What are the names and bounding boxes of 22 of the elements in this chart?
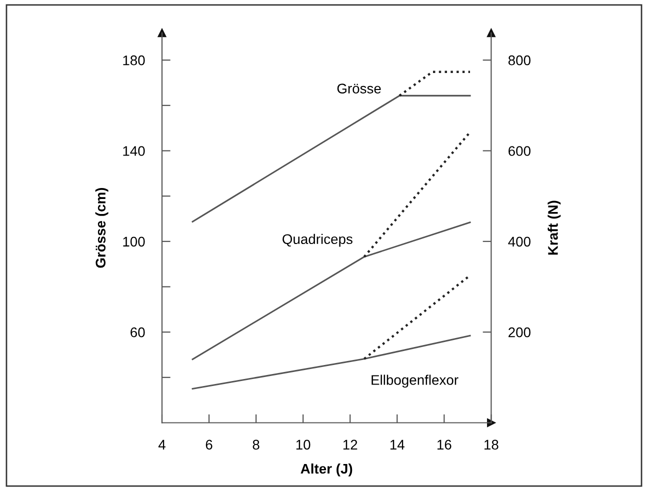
x-tick-label: 8	[252, 440, 260, 450]
x-tick-label: 16	[437, 440, 452, 450]
x-tick-label: 14	[390, 440, 404, 450]
y-tick-label: 140	[123, 146, 145, 156]
y2-axis-title: Kraft (N)	[548, 200, 561, 255]
y-tick-label: 180	[123, 55, 145, 66]
y-tick-label: 60	[130, 327, 145, 338]
x-tick-label: 6	[206, 440, 212, 450]
y2-tick-label: 200	[508, 327, 530, 338]
series-label: Ellbogenflexor	[372, 374, 458, 388]
x-tick-label: 18	[484, 440, 498, 450]
y2-tick-label: 400	[508, 236, 530, 247]
y-tick-label: 100	[123, 236, 145, 247]
x-tick-label: 12	[343, 440, 358, 450]
y-axis-title: Grösse (cm)	[95, 188, 108, 268]
y2-tick-label: 600	[508, 146, 530, 156]
x-axis-title: Alter (J)	[300, 463, 352, 476]
series-label: Grösse	[337, 84, 381, 94]
series-label: Quadriceps	[282, 234, 352, 247]
y2-tick-label: 800	[508, 55, 530, 66]
x-tick-label: 4	[158, 440, 166, 450]
x-tick-label: 10	[296, 440, 310, 450]
